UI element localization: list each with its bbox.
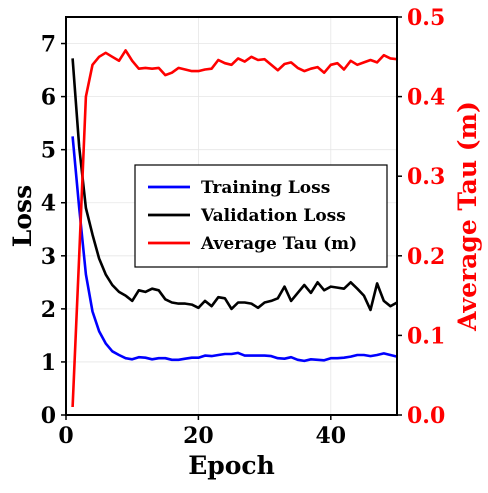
series-layer — [71, 49, 398, 408]
y-right-tick-label: 0.1 — [407, 323, 445, 349]
x-axis-label: Epoch — [188, 451, 275, 480]
y-right-tick-label: 0.0 — [407, 403, 445, 429]
x-tick-label: 40 — [315, 423, 346, 449]
legend-label-1: Validation Loss — [200, 206, 346, 226]
y-right-tick-label: 0.4 — [407, 85, 445, 111]
x-tick-label: 20 — [183, 423, 214, 449]
y-right-tick-label: 0.3 — [407, 164, 445, 190]
x-tick-label: 0 — [58, 423, 73, 449]
series-line-2 — [71, 49, 398, 408]
series-line-1 — [71, 58, 398, 312]
y-left-tick-label: 7 — [41, 32, 56, 58]
y-right-tick-label: 0.5 — [407, 5, 445, 31]
y-axis-right-label: Average Tau (m) — [453, 101, 482, 332]
y-left-tick-label: 5 — [41, 138, 56, 164]
plot-frame — [65, 16, 398, 416]
y-axis-left-label: Loss — [8, 185, 37, 247]
y-left-tick-label: 6 — [41, 85, 56, 111]
y-right-tick-label: 0.2 — [407, 244, 445, 270]
y-left-tick-label: 3 — [41, 244, 56, 270]
axis-layer: 0 20 40 0 1 2 3 4 5 6 7 0.0 0.1 0.2 0.3 0.4 0.5 — [41, 5, 446, 449]
y-left-tick-label: 4 — [41, 191, 56, 217]
y-left-tick-label: 1 — [41, 350, 56, 376]
legend: Training Loss Validation Loss Average Tau … — [134, 164, 388, 268]
legend-label-0: Training Loss — [201, 178, 330, 198]
legend-label-2: Average Tau (m) — [200, 234, 357, 254]
y-left-tick-label: 2 — [41, 297, 56, 323]
series-line-0 — [71, 136, 398, 363]
y-left-tick-label: 0 — [41, 403, 56, 429]
